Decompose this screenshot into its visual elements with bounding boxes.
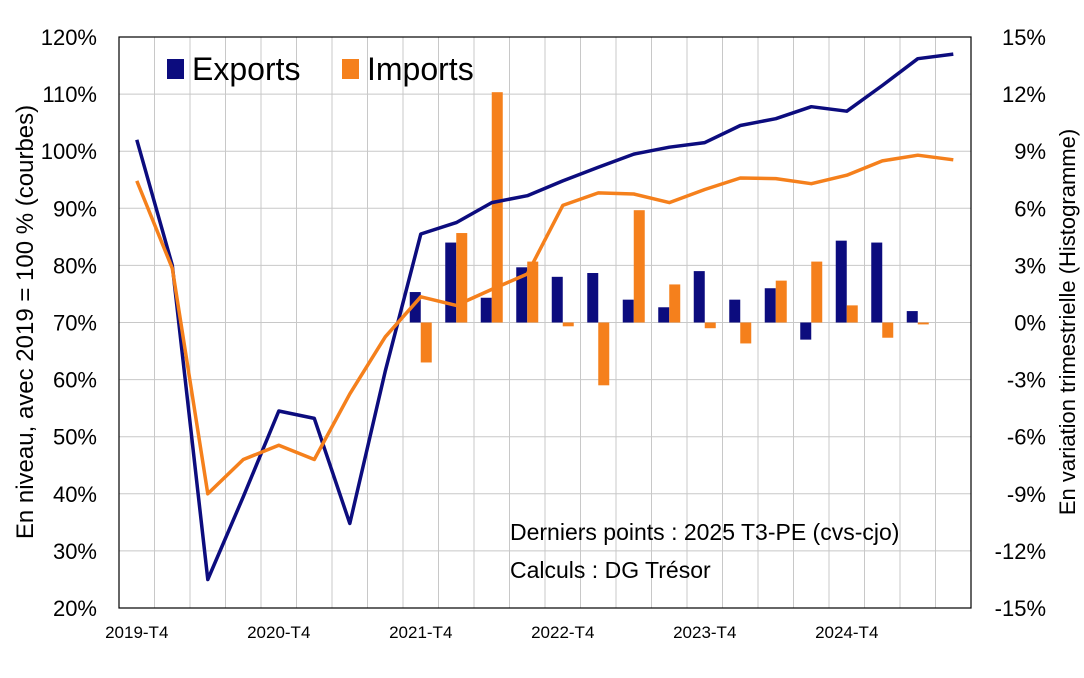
bar-exports <box>693 271 705 323</box>
bar-exports <box>551 276 563 323</box>
y-tick-label-right: -9% <box>1007 482 1046 507</box>
x-axis-ticks: 2019-T4 2020-T4 2021-T4 2022-T4 2023-T4 2024-… <box>105 623 878 642</box>
y-tick-label-right: 6% <box>1014 196 1046 221</box>
legend: Exports Imports <box>167 51 474 87</box>
y-tick-label-left: 120% <box>41 25 97 50</box>
plot-frame <box>118 36 972 609</box>
bar-imports <box>669 284 681 323</box>
bar-exports <box>445 242 457 323</box>
x-tick-label: 2024-T4 <box>815 623 878 642</box>
y-tick-label-right: -12% <box>995 539 1046 564</box>
y-tick-label-right: 15% <box>1002 25 1046 50</box>
bar-exports <box>658 307 670 323</box>
y-tick-label-right: -3% <box>1007 368 1046 393</box>
y-tick-label-left: 50% <box>53 425 97 450</box>
bar-exports <box>480 297 492 323</box>
x-tick-label: 2021-T4 <box>389 623 452 642</box>
bar-exports <box>516 267 528 323</box>
bar-exports <box>622 299 634 323</box>
bar-imports <box>420 322 432 363</box>
bar-exports <box>835 240 847 323</box>
bar-imports <box>633 210 645 323</box>
bar-imports <box>917 322 929 325</box>
lines <box>135 52 954 582</box>
bar-imports <box>882 322 894 338</box>
annotation-source: Calculs : DG Trésor <box>510 557 711 583</box>
x-tick-label: 2020-T4 <box>247 623 310 642</box>
x-tick-label: 2019-T4 <box>105 623 168 642</box>
y-axis-left-ticks: 20% 30% 40% 50% 60% 70% 80% 90% 100% 110% 120% <box>41 25 97 621</box>
bar-imports <box>527 261 539 323</box>
y-tick-label-right: -15% <box>995 596 1046 621</box>
y-tick-label-left: 70% <box>53 311 97 336</box>
bar-imports <box>811 261 823 323</box>
y-tick-label-left: 60% <box>53 368 97 393</box>
bar-exports <box>729 299 741 323</box>
legend-label-imports: Imports <box>367 51 474 87</box>
bars <box>409 92 929 386</box>
y-tick-label-right: 3% <box>1014 253 1046 278</box>
bar-imports <box>704 322 716 329</box>
bar-imports <box>456 233 468 323</box>
y-axis-right-ticks: -15% -12% -9% -6% -3% 0% 3% 6% 9% 12% 15% <box>995 25 1046 621</box>
bar-imports <box>491 92 503 323</box>
y-tick-label-right: 12% <box>1002 82 1046 107</box>
bar-imports <box>846 305 858 323</box>
bar-imports <box>740 322 752 344</box>
y-axis-left-label: En niveau, avec 2019 = 100 % (courbes) <box>12 105 39 539</box>
bar-exports <box>409 292 421 323</box>
bar-exports <box>587 273 599 323</box>
bar-imports <box>775 280 787 323</box>
bar-exports <box>764 288 776 323</box>
bar-imports <box>562 322 574 327</box>
y-axis-right-label: En variation trimestrielle (Histogramme) <box>1055 129 1080 515</box>
legend-label-exports: Exports <box>192 51 300 87</box>
y-tick-label-left: 100% <box>41 139 97 164</box>
annotation-last-points: Derniers points : 2025 T3-PE (cvs-cjo) <box>510 519 899 545</box>
y-tick-label-left: 20% <box>53 596 97 621</box>
bar-exports <box>871 242 883 323</box>
y-tick-label-right: -6% <box>1007 425 1046 450</box>
y-tick-label-left: 30% <box>53 539 97 564</box>
y-tick-label-left: 90% <box>53 196 97 221</box>
y-tick-label-right: 9% <box>1014 139 1046 164</box>
y-tick-label-right: 0% <box>1014 311 1046 336</box>
bar-imports <box>598 322 610 386</box>
bar-exports <box>800 322 812 340</box>
legend-swatch-exports <box>167 59 184 79</box>
y-tick-label-left: 80% <box>53 253 97 278</box>
line-exports <box>135 52 954 582</box>
x-tick-label: 2023-T4 <box>673 623 736 642</box>
y-tick-label-left: 110% <box>42 82 97 107</box>
bar-exports <box>906 311 918 323</box>
y-tick-label-left: 40% <box>53 482 97 507</box>
legend-swatch-imports <box>342 59 359 79</box>
x-tick-label: 2022-T4 <box>531 623 594 642</box>
line-imports <box>135 153 954 496</box>
